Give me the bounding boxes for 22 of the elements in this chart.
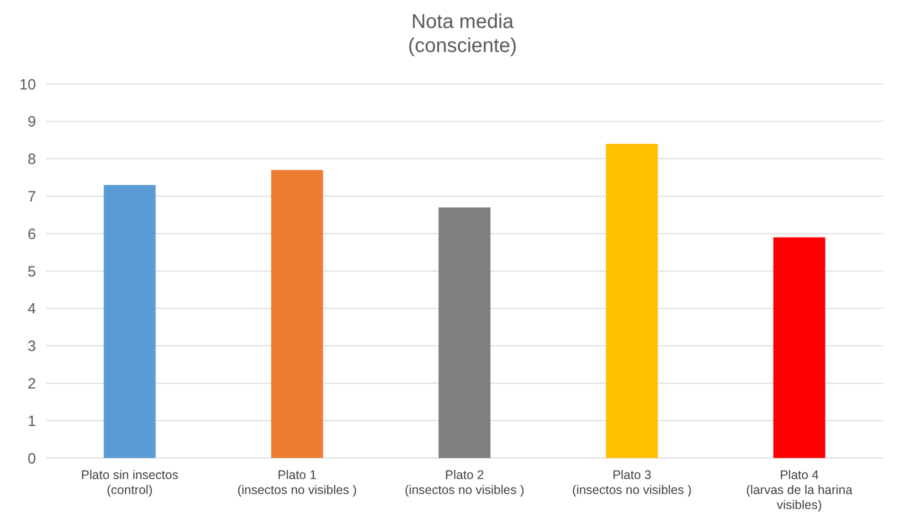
- y-tick-label: 10: [19, 76, 36, 94]
- y-tick-label: 2: [28, 375, 36, 392]
- bar: [606, 144, 658, 458]
- y-tick-label: 8: [28, 151, 36, 168]
- y-tick-label: 3: [28, 338, 36, 356]
- y-tick-label: 4: [28, 300, 36, 318]
- x-tick-label: Plato 2 (insectos no visibles ): [404, 468, 524, 497]
- chart-title: Nota media (consciente): [408, 11, 517, 57]
- bar: [438, 207, 490, 458]
- y-tick-label: 0: [28, 450, 36, 468]
- x-tick-label: Plato 4 (larvas de la harina visibles): [746, 468, 852, 512]
- x-tick-label: Plato 1 (insectos no visibles ): [237, 468, 357, 497]
- y-tick-label: 9: [28, 114, 36, 131]
- x-tick-label: Plato sin insectos (control): [81, 468, 178, 497]
- y-tick-label: 5: [28, 263, 36, 280]
- y-tick-label: 6: [28, 226, 36, 243]
- y-tick-label: 7: [28, 188, 36, 206]
- bar: [773, 237, 826, 458]
- y-tick-label: 1: [28, 412, 36, 430]
- bar: [271, 170, 324, 458]
- x-tick-label: Plato 3 (insectos no visibles ): [572, 468, 692, 497]
- bar: [104, 184, 156, 458]
